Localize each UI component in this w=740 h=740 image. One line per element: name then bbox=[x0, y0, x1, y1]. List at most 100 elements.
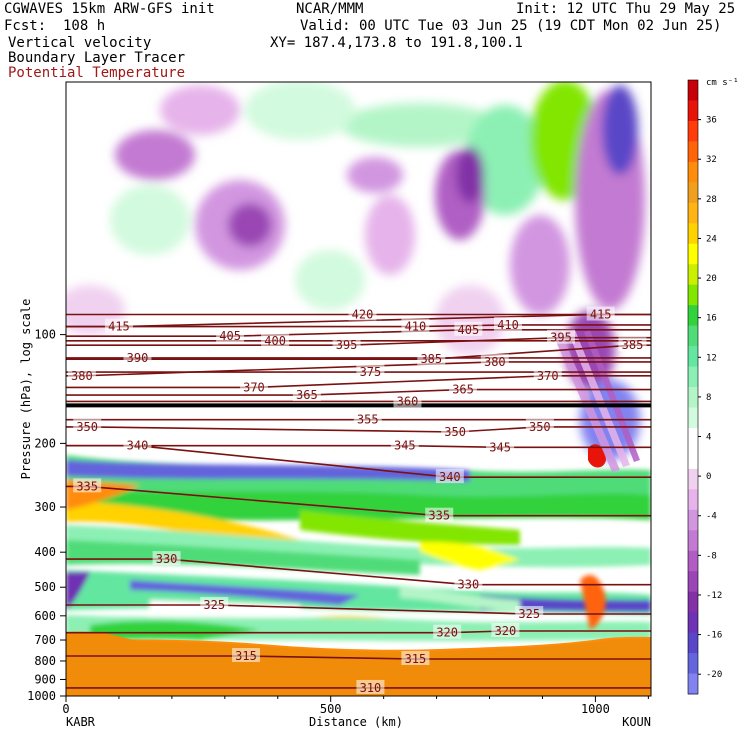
colorbar-tick-label: 24 bbox=[706, 234, 717, 244]
theta-label: 335 bbox=[76, 479, 98, 493]
y-tick-label: 1000 bbox=[27, 689, 56, 703]
colorbar-swatch bbox=[688, 550, 698, 572]
y-axis: 100 200 300 400 500 600 700 800 900 1000 bbox=[27, 328, 66, 703]
theta-label-bg bbox=[123, 349, 152, 364]
colorbar-swatch bbox=[688, 80, 698, 101]
x-axis: 0 500 1000 bbox=[62, 696, 649, 716]
theta-label: 405 bbox=[219, 329, 241, 343]
theta-label-bg bbox=[67, 367, 96, 382]
colorbar-tick-label: 8 bbox=[706, 393, 711, 403]
valid-time: Valid: 00 UTC Tue 03 Jun 25 (19 CDT Mon … bbox=[300, 18, 722, 34]
theta-label: 335 bbox=[428, 509, 450, 523]
potential-temperature-labels: 420 415 415 410 410 405 405 400 395 395 390 385 385 3… bbox=[67, 306, 647, 695]
theta-label-bg bbox=[73, 478, 102, 493]
colorbar-swatch bbox=[688, 468, 698, 490]
colorbar-swatch bbox=[688, 612, 698, 634]
theta-label: 380 bbox=[71, 369, 93, 383]
colorbar-tick-label: 28 bbox=[706, 195, 717, 205]
theta-label-bg bbox=[618, 337, 647, 352]
theta-label: 380 bbox=[484, 355, 506, 369]
plot-frame bbox=[65, 81, 652, 697]
colorbar-swatch bbox=[688, 161, 698, 183]
theta-contour-line bbox=[66, 655, 651, 660]
theta-label: 410 bbox=[405, 320, 427, 334]
colorbar-swatch bbox=[688, 202, 698, 224]
colorbar-tick-label: 32 bbox=[706, 155, 717, 165]
theta-label: 355 bbox=[357, 413, 379, 427]
theta-label-bg bbox=[454, 321, 483, 336]
theta-label: 330 bbox=[156, 552, 178, 566]
y-tick-label: 400 bbox=[34, 545, 56, 559]
theta-label-bg bbox=[292, 387, 321, 402]
theta-contour-line bbox=[66, 630, 651, 634]
theta-label-bg bbox=[332, 337, 361, 352]
x-tick-label: 1000 bbox=[581, 702, 610, 716]
theta-label: 365 bbox=[452, 383, 474, 397]
theta-label-bg bbox=[261, 332, 290, 347]
colorbar-swatch bbox=[688, 673, 698, 695]
colorbar-swatch bbox=[688, 448, 698, 470]
theta-label-bg bbox=[441, 424, 470, 439]
theta-contour-line bbox=[66, 604, 651, 615]
theta-label-bg bbox=[390, 437, 419, 452]
theta-label: 385 bbox=[622, 338, 644, 352]
colorbar-swatch bbox=[688, 243, 698, 265]
theta-label: 320 bbox=[436, 626, 458, 640]
colorbar-tick-label: -8 bbox=[706, 551, 717, 561]
y-tick-label: 900 bbox=[34, 672, 56, 686]
theta-label-bg bbox=[525, 418, 554, 433]
theta-label-bg bbox=[232, 647, 260, 662]
colorbar-swatch bbox=[688, 366, 698, 388]
theta-label-bg bbox=[515, 605, 544, 620]
colorbar-tick-label: 0 bbox=[706, 472, 711, 482]
x-axis-left-station: KABR bbox=[66, 715, 96, 729]
colorbar-swatch bbox=[688, 120, 698, 142]
colorbar-swatch bbox=[688, 325, 698, 347]
theta-label-bg bbox=[417, 351, 446, 366]
colorbar-swatch bbox=[688, 427, 698, 449]
colorbar-tick-label: 4 bbox=[706, 433, 711, 443]
theta-label-bg bbox=[123, 437, 152, 452]
colorbar-swatch bbox=[688, 223, 698, 245]
y-tick-label: 800 bbox=[34, 654, 56, 668]
colorbar-tick-label: -4 bbox=[706, 512, 717, 522]
field-label-potential-temperature: Potential Temperature bbox=[8, 65, 186, 81]
theta-label-bg bbox=[425, 507, 454, 522]
theta-label-bg bbox=[104, 318, 133, 333]
x-tick-label: 0 bbox=[62, 702, 69, 716]
colorbar-tick-label: -12 bbox=[706, 591, 722, 601]
theta-label-bg bbox=[152, 551, 181, 566]
colorbar-swatch bbox=[688, 530, 698, 552]
theta-label: 395 bbox=[336, 338, 358, 352]
theta-label-bg bbox=[586, 306, 615, 321]
colorbar-swatch bbox=[688, 591, 698, 613]
y-tick-label: 100 bbox=[34, 328, 56, 342]
x-axis-label: Distance (km) bbox=[309, 715, 403, 729]
colorbar-frame bbox=[687, 79, 699, 695]
colorbar-swatch bbox=[688, 141, 698, 163]
theta-label-bg bbox=[216, 328, 245, 343]
theta-label: 415 bbox=[108, 320, 130, 334]
y-axis-label: Pressure (hPa), log scale bbox=[19, 299, 33, 480]
colorbar-swatch bbox=[688, 653, 698, 675]
theta-label-bg bbox=[454, 576, 483, 591]
theta-label-bg bbox=[449, 381, 478, 396]
field-label-boundary-layer-tracer: Boundary Layer Tracer bbox=[8, 50, 186, 66]
field-label-vertical-velocity: Vertical velocity bbox=[8, 35, 152, 51]
theta-label-bg bbox=[401, 318, 430, 333]
theta-label: 345 bbox=[489, 440, 511, 454]
y-tick-label: 300 bbox=[34, 500, 56, 514]
theta-label-bg bbox=[200, 596, 229, 611]
theta-contour-line bbox=[66, 388, 651, 396]
theta-label: 360 bbox=[397, 394, 419, 408]
theta-label: 375 bbox=[360, 365, 382, 379]
colorbar-tick-label: -20 bbox=[706, 670, 722, 680]
theta-label: 350 bbox=[529, 420, 551, 434]
theta-label: 400 bbox=[264, 334, 286, 348]
theta-label-bg bbox=[356, 679, 385, 694]
theta-label: 315 bbox=[235, 649, 257, 663]
theta-label-bg bbox=[491, 623, 520, 638]
theta-label: 415 bbox=[590, 308, 612, 322]
y-tick-label: 700 bbox=[34, 633, 56, 647]
